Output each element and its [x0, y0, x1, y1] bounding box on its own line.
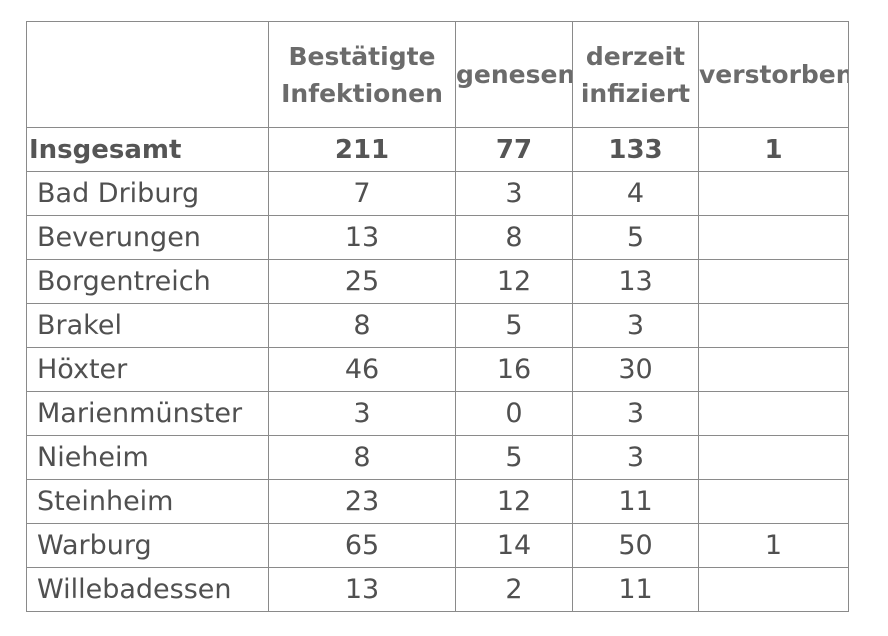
header-line: genesen	[456, 60, 573, 89]
table-row: Brakel 8 5 3	[26, 303, 849, 348]
cell-genesen: 5	[455, 303, 573, 348]
header-line: Infektionen	[281, 78, 443, 108]
cell-bestaetigt: 23	[268, 479, 456, 524]
cell-infiziert: 3	[572, 303, 699, 348]
cell-genesen: 2	[455, 567, 573, 612]
infections-table: Bestätigte Infektionen genesen derzeit i…	[26, 21, 849, 612]
cell-verstorben	[698, 259, 849, 304]
cell-bestaetigt: 65	[268, 523, 456, 568]
cell-infiziert: 3	[572, 391, 699, 436]
cell-bestaetigt: 7	[268, 171, 456, 216]
cell-name: Beverungen	[26, 215, 269, 260]
cell-genesen: 8	[455, 215, 573, 260]
table-row: Steinheim 23 12 11	[26, 479, 849, 524]
cell-bestaetigt: 46	[268, 347, 456, 392]
cell-name: Willebadessen	[26, 567, 269, 612]
cell-bestaetigt: 8	[268, 435, 456, 480]
cell-verstorben	[698, 391, 849, 436]
cell-infiziert: 5	[572, 215, 699, 260]
cell-infiziert: 30	[572, 347, 699, 392]
table-header: Bestätigte Infektionen genesen derzeit i…	[26, 21, 849, 128]
header-line: infiziert	[580, 78, 691, 108]
cell-genesen: 12	[455, 479, 573, 524]
header-empty-cell	[26, 21, 269, 128]
cell-name: Höxter	[26, 347, 269, 392]
total-genesen: 77	[455, 127, 573, 172]
header-line: derzeit	[585, 41, 686, 71]
cell-verstorben: 1	[698, 523, 849, 568]
cell-name: Brakel	[26, 303, 269, 348]
table-row: Borgentreich 25 12 13	[26, 259, 849, 304]
table-row: Nieheim 8 5 3	[26, 435, 849, 480]
total-label: Insgesamt	[26, 127, 269, 172]
cell-bestaetigt: 13	[268, 215, 456, 260]
cell-genesen: 5	[455, 435, 573, 480]
total-bestaetigt: 211	[268, 127, 456, 172]
cell-name: Nieheim	[26, 435, 269, 480]
cell-genesen: 14	[455, 523, 573, 568]
table-row: Höxter 46 16 30	[26, 347, 849, 392]
cell-genesen: 12	[455, 259, 573, 304]
cell-verstorben	[698, 435, 849, 480]
table-body: Insgesamt 211 77 133 1 Bad Driburg 7 3 4…	[26, 127, 849, 612]
cell-bestaetigt: 3	[268, 391, 456, 436]
cell-verstorben	[698, 215, 849, 260]
total-infiziert: 133	[572, 127, 699, 172]
table-row: Marienmünster 3 0 3	[26, 391, 849, 436]
cell-name: Borgentreich	[26, 259, 269, 304]
cell-verstorben	[698, 347, 849, 392]
cell-verstorben	[698, 567, 849, 612]
table-row: Beverungen 13 8 5	[26, 215, 849, 260]
cell-infiziert: 11	[572, 567, 699, 612]
cell-infiziert: 13	[572, 259, 699, 304]
cell-bestaetigt: 13	[268, 567, 456, 612]
cell-name: Steinheim	[26, 479, 269, 524]
header-derzeit-infiziert: derzeit infiziert	[572, 21, 699, 128]
cell-verstorben	[698, 479, 849, 524]
table-row: Willebadessen 13 2 11	[26, 567, 849, 612]
cell-name: Marienmünster	[26, 391, 269, 436]
cell-verstorben	[698, 303, 849, 348]
cell-name: Warburg	[26, 523, 269, 568]
table-row: Bad Driburg 7 3 4	[26, 171, 849, 216]
header-genesen: genesen	[455, 21, 573, 128]
header-row: Bestätigte Infektionen genesen derzeit i…	[26, 21, 849, 128]
header-bestaetigte-infektionen: Bestätigte Infektionen	[268, 21, 456, 128]
cell-name: Bad Driburg	[26, 171, 269, 216]
table-row: Warburg 65 14 50 1	[26, 523, 849, 568]
header-line: verstorben	[699, 60, 849, 89]
cell-genesen: 0	[455, 391, 573, 436]
header-line: Bestätigte	[288, 41, 436, 71]
infections-table-container: Bestätigte Infektionen genesen derzeit i…	[26, 21, 849, 612]
cell-infiziert: 4	[572, 171, 699, 216]
cell-genesen: 16	[455, 347, 573, 392]
cell-infiziert: 3	[572, 435, 699, 480]
cell-infiziert: 11	[572, 479, 699, 524]
header-verstorben: verstorben	[698, 21, 849, 128]
total-row: Insgesamt 211 77 133 1	[26, 127, 849, 172]
cell-genesen: 3	[455, 171, 573, 216]
total-verstorben: 1	[698, 127, 849, 172]
cell-bestaetigt: 25	[268, 259, 456, 304]
cell-infiziert: 50	[572, 523, 699, 568]
cell-bestaetigt: 8	[268, 303, 456, 348]
cell-verstorben	[698, 171, 849, 216]
